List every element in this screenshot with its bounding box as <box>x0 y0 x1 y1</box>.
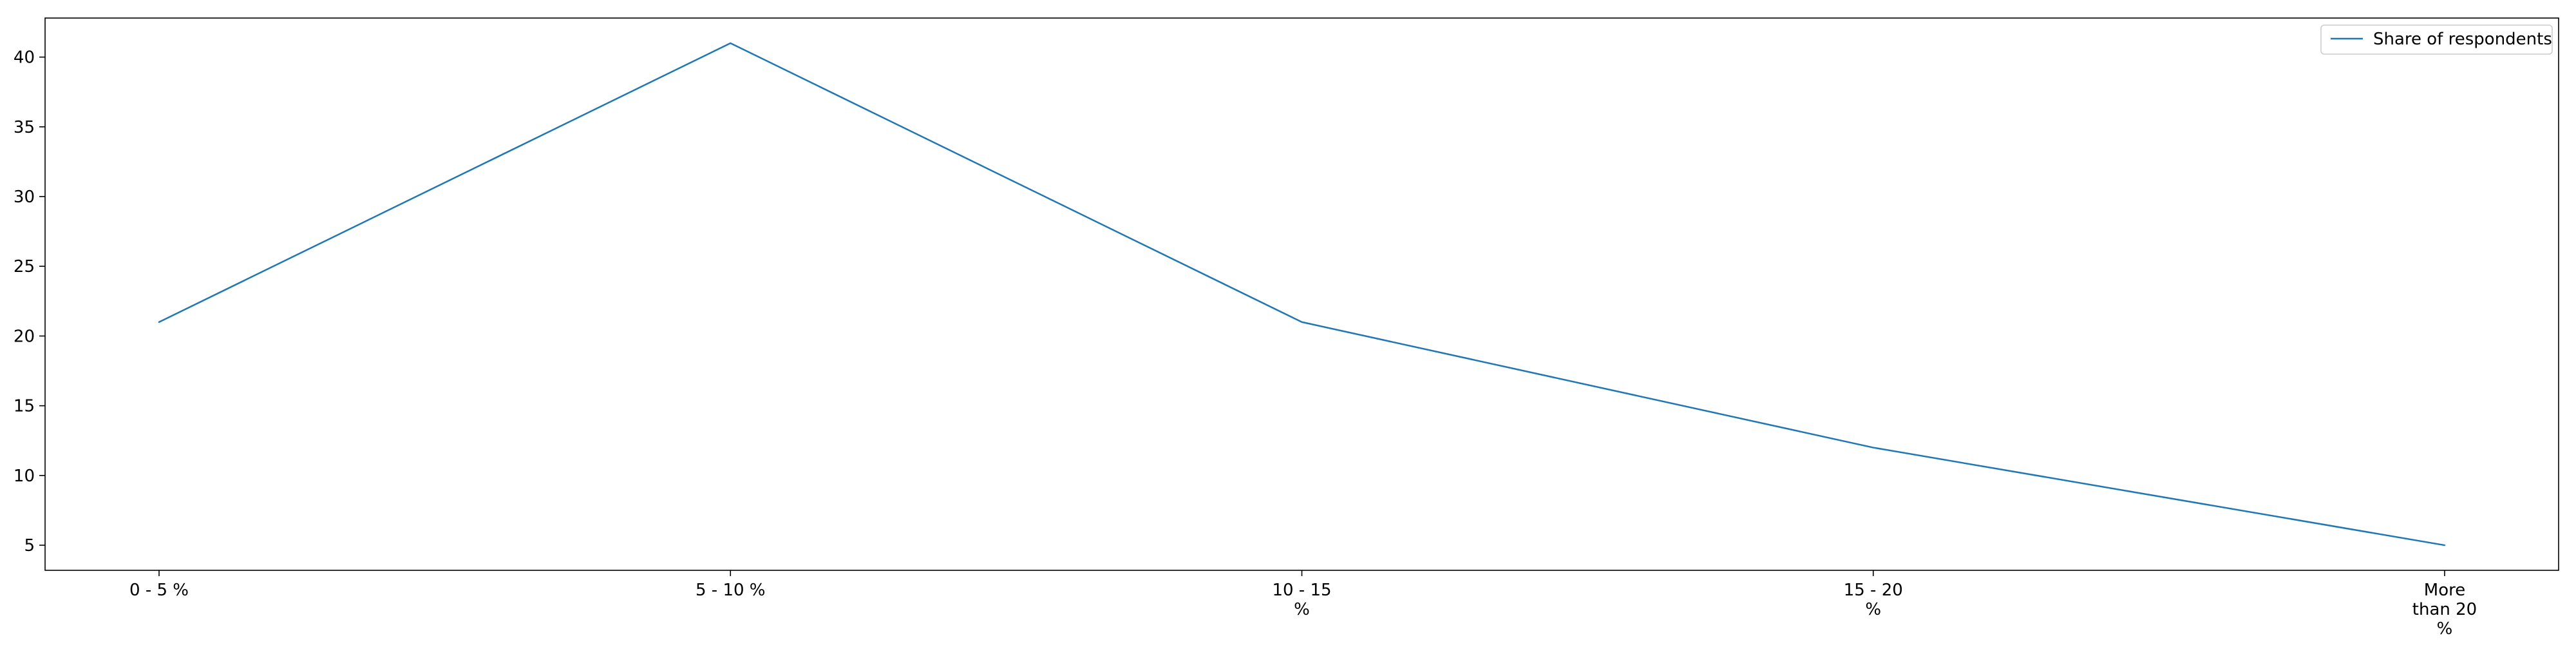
series-layer <box>158 42 2446 546</box>
y-axis: 5 10 15 20 25 30 35 40 <box>14 48 45 555</box>
series-line <box>158 42 2446 546</box>
legend-label: Share of respondents <box>2373 30 2552 49</box>
x-tick-label: 10 - 15% <box>1272 581 1331 619</box>
y-tick-label: 25 <box>14 257 35 276</box>
y-tick-label: 30 <box>14 188 35 207</box>
y-tick-label: 35 <box>14 118 35 137</box>
y-tick-label: 20 <box>14 327 35 346</box>
x-axis: 0 - 5 % 5 - 10 % 10 - 15 % 15 - 20 % More than … <box>129 570 2477 639</box>
plot-area-frame <box>44 17 2559 571</box>
x-tick-label: 15 - 20% <box>1844 581 1903 619</box>
y-tick-label: 40 <box>14 48 35 68</box>
y-tick-label: 5 <box>24 536 35 555</box>
x-tick-label: 5 - 10 % <box>696 581 766 600</box>
y-tick-label: 15 <box>14 397 35 416</box>
legend: Share of respondents <box>2320 24 2553 55</box>
x-tick-label: More than 20% <box>2412 581 2477 639</box>
x-tick-label: 0 - 5 % <box>129 581 189 600</box>
legend-box <box>2320 24 2553 55</box>
y-tick-label: 10 <box>14 467 35 486</box>
